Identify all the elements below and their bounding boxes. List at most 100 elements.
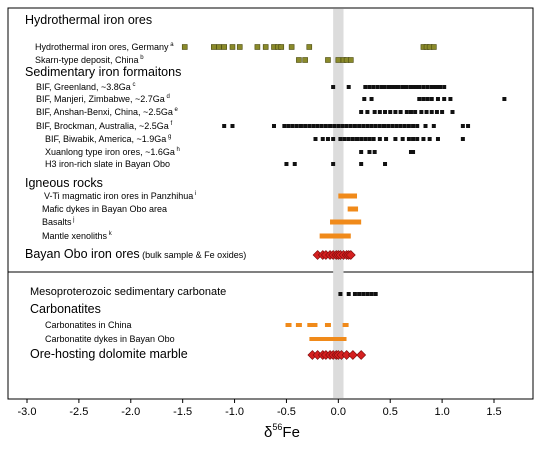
series-label-footnote: k xyxy=(107,231,113,237)
point-s6-28 xyxy=(386,124,391,128)
point-s3-22 xyxy=(429,85,434,89)
point-s6-3 xyxy=(282,124,287,128)
point-s6-24 xyxy=(369,124,374,128)
point-s17-4 xyxy=(330,337,337,341)
point-s7-4 xyxy=(338,137,343,141)
series-label-footnote: d xyxy=(165,94,170,100)
point-s15-6 xyxy=(369,292,374,296)
point-s3-13 xyxy=(400,85,405,89)
point-s2-0 xyxy=(296,57,302,63)
point-s4-4 xyxy=(425,97,430,101)
plot-frame xyxy=(7,7,534,400)
point-s15-7 xyxy=(373,292,378,296)
point-s4-8 xyxy=(448,97,453,101)
point-s6-1 xyxy=(230,124,235,128)
point-s7-7 xyxy=(350,137,355,141)
point-s7-16 xyxy=(400,137,405,141)
point-s3-14 xyxy=(402,85,407,89)
series-label-suffix: (bulk sample & Fe oxides) xyxy=(140,250,247,260)
point-s3-6 xyxy=(379,85,384,89)
point-s1-2 xyxy=(216,44,222,50)
point-s4-9 xyxy=(502,97,507,101)
series-label-footnote: c xyxy=(131,82,136,88)
point-s7-19 xyxy=(415,137,420,141)
point-s15-2 xyxy=(352,292,357,296)
point-s15-0 xyxy=(338,292,343,296)
point-s2-6 xyxy=(347,57,354,63)
point-s5-13 xyxy=(429,110,434,114)
point-s6-36 xyxy=(423,124,428,128)
point-s6-8 xyxy=(303,124,308,128)
series-label-text: H3 iron-rich slate in Bayan Obo xyxy=(45,159,170,169)
point-s6-30 xyxy=(394,124,399,128)
point-s3-1 xyxy=(346,85,351,89)
point-s1-7 xyxy=(262,44,269,50)
series-label-text: V-Ti magmatic iron ores in Panzhihua xyxy=(44,191,193,201)
point-s7-18 xyxy=(411,137,416,141)
point-s4-6 xyxy=(435,97,440,101)
point-s17-6 xyxy=(340,337,347,341)
series-label-text: Ore-hosting dolomite marble xyxy=(30,347,188,361)
point-s15-4 xyxy=(361,292,366,296)
point-s4-3 xyxy=(421,97,426,101)
point-s6-19 xyxy=(348,124,353,128)
point-s6-18 xyxy=(344,124,349,128)
point-s3-2 xyxy=(363,85,368,89)
point-s6-38 xyxy=(460,124,465,128)
point-s1-3 xyxy=(221,44,227,50)
series-label-text: Xuanlong type iron ores, ~1.6Ga xyxy=(45,147,175,157)
series-label-text: Mafic dykes in Bayan Obo area xyxy=(42,204,167,214)
point-s16-5 xyxy=(342,323,349,327)
point-s7-1 xyxy=(320,137,325,141)
point-s3-0 xyxy=(331,85,336,89)
series-label-s6: BIF, Brockman, Australia, ~2.5Ga f xyxy=(36,121,172,131)
x-axis-label-fe: Fe xyxy=(282,424,300,441)
point-s7-10 xyxy=(363,137,368,141)
point-s7-13 xyxy=(377,137,382,141)
point-s6-39 xyxy=(466,124,471,128)
point-s3-9 xyxy=(388,85,393,89)
section-header-meso: Mesoproterozoic sedimentary carbonate xyxy=(30,286,226,298)
point-s6-5 xyxy=(290,124,295,128)
x-tick-label-6: 0.0 xyxy=(331,406,346,418)
point-s7-14 xyxy=(384,137,389,141)
point-s4-2 xyxy=(417,97,422,101)
point-s4-1 xyxy=(369,97,374,101)
point-s6-32 xyxy=(402,124,407,128)
point-s3-10 xyxy=(390,85,395,89)
point-s5-9 xyxy=(408,110,413,114)
point-s6-9 xyxy=(307,124,312,128)
chart-labels: Hydrothermal iron ores Sedimentary iron f… xyxy=(25,13,246,361)
point-s3-17 xyxy=(411,85,416,89)
point-s7-22 xyxy=(435,137,440,141)
point-s5-14 xyxy=(434,110,439,114)
point-s2-2 xyxy=(325,57,331,63)
point-s6-37 xyxy=(431,124,436,128)
x-tick-label-2: -2.0 xyxy=(121,406,140,418)
point-s7-17 xyxy=(406,137,411,141)
series-label-text: BIF, Anshan-Benxi, China, ~2.5Ga xyxy=(36,107,173,117)
point-s1-0 xyxy=(181,44,188,50)
section-header-hydro: Hydrothermal iron ores xyxy=(25,13,152,27)
range-bar-s12 xyxy=(330,219,362,225)
point-s4-5 xyxy=(429,97,434,101)
point-s15-3 xyxy=(357,292,362,296)
point-s18-11 xyxy=(356,350,367,360)
section-header-carb: Carbonatites xyxy=(30,302,101,316)
point-s7-23 xyxy=(460,137,465,141)
point-s1-11 xyxy=(288,44,295,50)
point-s6-29 xyxy=(390,124,395,128)
series-label-s11: Mafic dykes in Bayan Obo area xyxy=(42,204,167,214)
point-s4-7 xyxy=(442,97,447,101)
point-s9-3 xyxy=(359,162,364,166)
series-label-footnote: f xyxy=(169,121,173,127)
point-s6-25 xyxy=(373,124,378,128)
point-s8-4 xyxy=(411,150,416,154)
point-s1-5 xyxy=(236,44,243,50)
point-s1-10 xyxy=(278,44,285,50)
point-s17-2 xyxy=(319,337,326,341)
point-s16-1 xyxy=(295,323,302,327)
point-s3-24 xyxy=(434,85,439,89)
series-label-s3: BIF, Greenland, ~3.8Ga c xyxy=(36,82,135,92)
point-s6-17 xyxy=(340,124,345,128)
